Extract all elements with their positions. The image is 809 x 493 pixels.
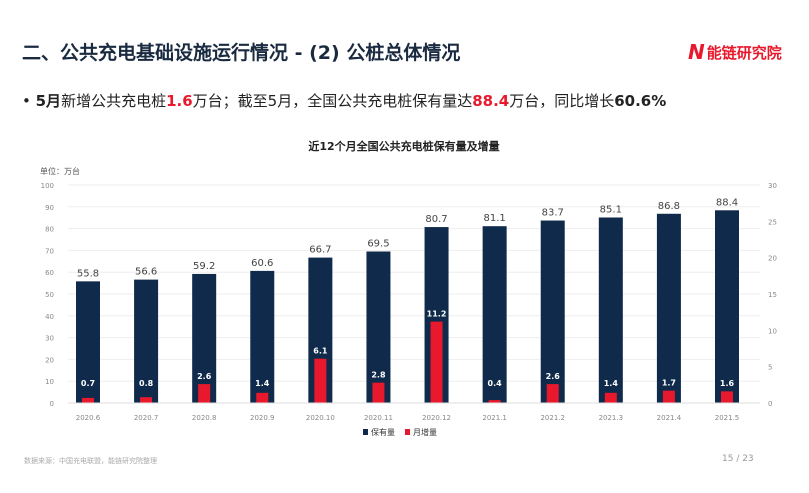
page-number: 15 / 23 <box>722 454 754 464</box>
increment-data-label: 11.2 <box>427 310 447 319</box>
bar-increment <box>721 391 733 403</box>
stock-data-label: 56.6 <box>135 267 157 278</box>
x-tick-label: 2020.10 <box>306 414 335 422</box>
increment-data-label: 1.7 <box>662 379 676 388</box>
bar-increment <box>82 397 94 403</box>
bullet-highlight: 88.4 <box>472 92 510 110</box>
legend-swatch-increment <box>405 429 410 435</box>
stock-data-label: 66.7 <box>309 245 331 256</box>
bar-increment <box>314 358 327 403</box>
bar-increment <box>372 382 385 403</box>
bar-stock <box>715 210 739 403</box>
bullet-text: 万台，同比增长 <box>509 92 615 110</box>
stock-data-label: 85.1 <box>600 204 622 215</box>
stock-data-label: 55.8 <box>77 268 99 279</box>
bullet-text: 新增公共充电桩 <box>61 92 167 110</box>
y2-tick-label: 20 <box>768 255 777 263</box>
bar-increment <box>198 384 211 403</box>
y2-tick-label: 15 <box>768 291 777 299</box>
y-tick-label: 10 <box>45 378 54 386</box>
increment-data-label: 0.4 <box>488 379 503 388</box>
bullet-text: 5月 <box>35 92 62 110</box>
increment-data-label: 6.1 <box>313 347 328 356</box>
brand-logo: N 能链研究院 <box>688 40 782 64</box>
y-tick-label: 20 <box>45 356 54 364</box>
increment-data-label: 2.8 <box>371 371 386 380</box>
y2-tick-label: 0 <box>768 400 772 408</box>
increment-data-label: 1.4 <box>604 379 619 388</box>
bullet-text: 万台；截至5月，全国公共充电桩保有量达 <box>192 92 473 110</box>
y2-tick-label: 30 <box>768 182 777 190</box>
bar-stock <box>656 213 681 403</box>
increment-data-label: 2.6 <box>546 372 561 381</box>
x-tick-label: 2021.1 <box>482 414 507 422</box>
stock-data-label: 83.7 <box>542 208 564 219</box>
x-tick-label: 2021.4 <box>657 414 682 422</box>
y2-tick-label: 5 <box>768 364 772 372</box>
stock-data-label: 59.2 <box>193 261 215 272</box>
bar-stock <box>598 217 623 403</box>
increment-data-label: 1.4 <box>255 379 270 388</box>
page-title: 二、公共充电基础设施运行情况 - (2) 公桩总体情况 <box>22 42 461 64</box>
logo-text: 能链研究院 <box>706 43 782 62</box>
x-tick-label: 2020.8 <box>192 414 217 422</box>
bar-increment <box>662 390 675 403</box>
source-note: 数据来源：中国充电联盟，能链研究院整理 <box>24 457 157 465</box>
stock-data-label: 81.1 <box>484 213 506 224</box>
logo-n-icon: N <box>688 40 705 64</box>
bar-stock <box>76 281 100 403</box>
legend-swatch-stock <box>363 429 368 435</box>
bar-stock <box>482 226 507 403</box>
y2-tick-label: 25 <box>768 218 777 226</box>
x-tick-label: 2020.7 <box>134 414 159 422</box>
y-tick-label: 70 <box>45 247 54 255</box>
bar-stock <box>134 279 159 403</box>
stock-data-label: 88.4 <box>716 197 738 208</box>
increment-data-label: 0.8 <box>139 379 154 388</box>
stock-data-label: 80.7 <box>425 214 447 225</box>
bar-stock <box>192 273 217 403</box>
y-tick-label: 0 <box>50 400 54 408</box>
x-tick-label: 2020.6 <box>76 414 101 422</box>
x-tick-label: 2020.11 <box>364 414 393 422</box>
increment-data-label: 2.6 <box>197 372 212 381</box>
bar-increment <box>604 392 617 403</box>
y-tick-label: 100 <box>41 182 54 190</box>
bar-increment <box>140 397 153 403</box>
y-tick-label: 30 <box>45 335 54 343</box>
x-tick-label: 2021.5 <box>715 414 740 422</box>
bar-increment <box>488 400 501 403</box>
legend-label-increment: 月增量 <box>413 427 437 437</box>
bar-stock <box>250 270 275 403</box>
bar-increment <box>546 384 559 403</box>
y-tick-label: 60 <box>45 269 54 277</box>
stock-data-label: 69.5 <box>367 238 389 249</box>
y-tick-label: 40 <box>45 313 54 321</box>
bullet-highlight: 1.6 <box>166 92 193 110</box>
bar-increment <box>256 392 269 403</box>
bullet-highlight: 60.6% <box>614 92 667 110</box>
increment-data-label: 1.6 <box>720 379 735 388</box>
bar-stock <box>366 251 391 403</box>
increment-data-label: 0.7 <box>81 379 95 388</box>
x-tick-label: 2021.2 <box>540 414 565 422</box>
x-tick-label: 2020.12 <box>422 414 451 422</box>
unit-label: 单位：万台 <box>40 166 80 176</box>
stock-data-label: 86.8 <box>658 201 680 212</box>
stock-data-label: 60.6 <box>251 258 273 269</box>
y-tick-label: 50 <box>45 291 54 299</box>
chart-title: 近12个月全国公共充电桩保有量及增量 <box>308 139 499 153</box>
bar-increment <box>430 321 443 403</box>
x-tick-label: 2020.9 <box>250 414 275 422</box>
y2-tick-label: 10 <box>768 327 777 335</box>
summary-bullet: • 5月新增公共充电桩1.6万台；截至5月，全国公共充电桩保有量达88.4万台，… <box>22 92 667 110</box>
legend-label-stock: 保有量 <box>371 427 395 437</box>
y-tick-label: 80 <box>45 226 54 234</box>
y-tick-label: 90 <box>45 204 54 212</box>
x-tick-label: 2021.3 <box>599 414 624 422</box>
bar-stock <box>540 220 565 403</box>
